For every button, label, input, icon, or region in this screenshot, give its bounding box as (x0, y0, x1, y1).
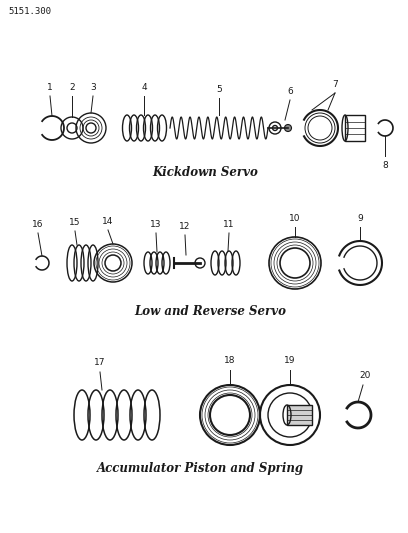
Text: 19: 19 (284, 356, 296, 365)
Text: 3: 3 (90, 83, 96, 92)
Text: 9: 9 (357, 214, 363, 223)
Bar (287, 405, 312, 425)
Text: 2: 2 (69, 83, 75, 92)
Text: 15: 15 (69, 218, 81, 227)
Text: Low and Reverse Servo: Low and Reverse Servo (134, 305, 286, 318)
Text: 16: 16 (32, 220, 44, 229)
Text: 17: 17 (94, 358, 106, 367)
Text: 5: 5 (216, 85, 222, 94)
Text: 8: 8 (382, 161, 388, 170)
Text: 6: 6 (287, 87, 293, 96)
Text: 20: 20 (359, 371, 371, 380)
Text: 11: 11 (223, 220, 235, 229)
Text: 12: 12 (179, 222, 191, 231)
Text: 1: 1 (47, 83, 53, 92)
Text: 7: 7 (332, 80, 338, 89)
Text: 13: 13 (150, 220, 162, 229)
Text: 5151.300: 5151.300 (8, 7, 51, 16)
Text: 4: 4 (141, 83, 147, 92)
Text: Kickdown Servo: Kickdown Servo (152, 166, 258, 179)
Text: 18: 18 (224, 356, 236, 365)
Text: Accumulator Piston and Spring: Accumulator Piston and Spring (96, 462, 304, 475)
Text: 14: 14 (102, 217, 114, 226)
Bar (345, 115, 365, 141)
Text: 10: 10 (289, 214, 301, 223)
Circle shape (284, 125, 291, 132)
